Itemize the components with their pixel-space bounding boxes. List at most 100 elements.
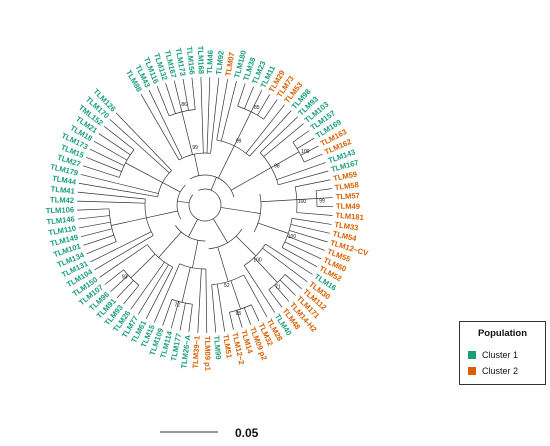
leaf-branch	[156, 86, 170, 117]
clade-connector	[296, 198, 317, 201]
leaf-label: TLM92	[214, 50, 226, 75]
bootstrap-value: 99	[192, 145, 198, 151]
leaf-branch	[216, 283, 226, 332]
leaf-branch	[259, 116, 299, 153]
leaf-label: TLM41	[50, 184, 76, 195]
leaf-branch	[251, 304, 260, 322]
leaf-branch	[237, 83, 246, 107]
leaf-branch	[289, 230, 328, 243]
leaf-label: TLM39−1	[191, 335, 202, 369]
leaf-branch	[89, 148, 125, 167]
leaf-branch	[278, 170, 329, 186]
leaf-label: TLM42	[50, 195, 74, 205]
clade-connector	[212, 218, 228, 243]
bootstrap-value: 52	[224, 283, 230, 289]
scale-bar-label: 0.05	[235, 426, 259, 440]
leaf-branch	[80, 228, 113, 238]
clade-arc	[118, 149, 135, 178]
leaf-branch	[83, 165, 120, 178]
leaf-label: TLM57	[335, 191, 360, 201]
clade-arc	[189, 174, 235, 198]
leaf-label: TLM156	[185, 46, 197, 75]
leaf-branch	[244, 86, 254, 109]
leaf-branch	[243, 307, 252, 325]
clade-connector	[111, 217, 147, 226]
leaf-branch	[110, 275, 129, 292]
leaf-branch	[220, 80, 237, 142]
leaf-label: TLM99	[212, 335, 223, 360]
leaf-branch	[77, 200, 146, 204]
clade-connector	[217, 246, 229, 282]
leaf-label: TLM51	[221, 334, 234, 360]
leaf-branch	[236, 310, 243, 328]
leaf-branch	[296, 212, 333, 216]
leaf-branch	[211, 284, 217, 333]
legend-item-cluster-1: Cluster 1	[468, 349, 518, 361]
root-arc	[188, 188, 222, 222]
leaf-branch	[148, 89, 183, 159]
leaf-branch	[281, 247, 318, 268]
leaf-branch	[99, 244, 148, 278]
leaf-branch	[263, 123, 304, 157]
legend-title: Population	[477, 328, 528, 339]
clade-connector	[177, 200, 190, 204]
leaf-branch	[210, 77, 220, 154]
bootstrap-value: 100	[301, 149, 310, 155]
clade-arc	[175, 225, 206, 242]
leaf-branch	[316, 197, 333, 199]
leaf-label: TLM44	[52, 174, 78, 187]
leaf-branch	[303, 153, 323, 163]
leaf-branch	[243, 265, 275, 313]
clade-connector	[158, 231, 182, 258]
leaf-branch	[295, 179, 331, 188]
leaf-branch	[276, 162, 326, 181]
leaf-branch	[257, 94, 270, 116]
leaf-label: TLM58	[334, 180, 359, 192]
clade-connector	[181, 267, 191, 303]
leaf-label: TLM146	[46, 214, 75, 226]
clade-connector	[125, 162, 163, 183]
leaf-branch	[206, 77, 211, 154]
leaf-branch	[140, 93, 180, 161]
bootstrap-values: 99 99 98 86 85 100 100 100 99 100 95 52 71 72 93	[122, 102, 325, 317]
leaf-branch	[243, 274, 268, 318]
leaf-label: TLM181	[335, 211, 365, 222]
cluster-2-swatch	[468, 367, 476, 375]
leaf-branch	[130, 261, 165, 310]
leaf-branch	[200, 77, 204, 154]
leaf-label: TLM49	[336, 202, 360, 211]
bootstrap-value: 100	[288, 234, 297, 240]
leaf-branch	[287, 235, 325, 251]
leaf-branch	[284, 241, 322, 260]
leaf-branch	[262, 247, 308, 283]
leaf-label: TLM168	[196, 46, 206, 75]
leaf-branch	[245, 104, 285, 154]
leaf-branch	[77, 208, 110, 211]
leaf-branch	[274, 284, 290, 302]
leaf-branch	[296, 137, 315, 149]
clade-connector	[188, 219, 198, 238]
leaf-labels: TLM88TLM43TLM116TLM132TLM167TLM173TLM156…	[46, 46, 370, 372]
leaf-branch	[284, 274, 302, 290]
leaf-branch	[268, 289, 283, 308]
leaf-branch	[123, 285, 140, 305]
clade-arc	[171, 299, 193, 305]
leaf-branch	[179, 303, 186, 331]
clade-connector	[260, 199, 297, 203]
leaf-branch	[78, 182, 158, 198]
leaf-branch	[94, 235, 154, 271]
leaf-branch	[188, 304, 193, 333]
leaf-label: TLM106	[46, 205, 75, 215]
leaf-branch	[93, 140, 128, 161]
leaf-branch	[249, 110, 292, 157]
clade-connector	[192, 240, 199, 268]
bootstrap-value: 72	[175, 302, 181, 308]
cluster-1-swatch	[468, 351, 476, 359]
leaf-branch	[86, 157, 122, 172]
clade-connector	[210, 177, 217, 191]
legend-item-cluster-2: Cluster 2	[468, 365, 518, 377]
leaf-branch	[300, 145, 319, 156]
leaf-branch	[162, 299, 173, 326]
bootstrap-value: 86	[181, 102, 187, 108]
leaf-label: TLM26−A	[179, 334, 192, 369]
